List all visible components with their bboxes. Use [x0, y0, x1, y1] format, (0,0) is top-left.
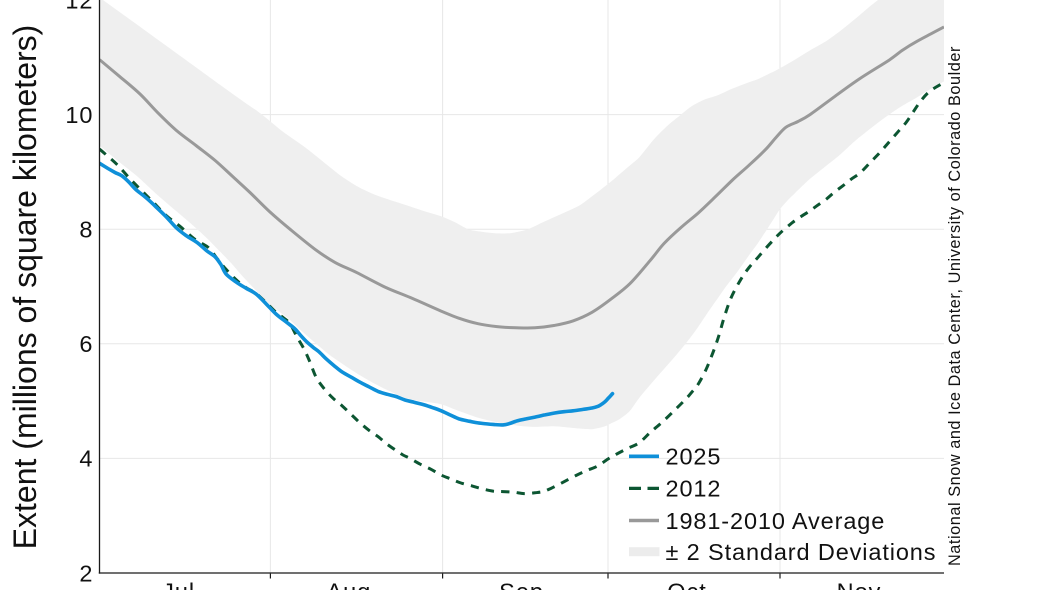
svg-text:6: 6 [79, 331, 93, 357]
svg-text:Aug: Aug [326, 579, 371, 591]
svg-text:2025: 2025 [666, 444, 722, 470]
svg-text:National Snow and Ice Data Cen: National Snow and Ice Data Center, Unive… [946, 46, 964, 566]
svg-text:2012: 2012 [666, 476, 722, 502]
svg-text:12: 12 [65, 0, 93, 13]
svg-text:Jul: Jul [162, 579, 195, 591]
svg-text:Nov: Nov [837, 579, 882, 591]
svg-text:Sep: Sep [499, 579, 544, 591]
svg-text:8: 8 [79, 217, 93, 243]
svg-text:10: 10 [65, 102, 93, 128]
svg-text:4: 4 [79, 446, 93, 472]
svg-text:Oct: Oct [667, 579, 707, 591]
svg-text:1981-2010 Average: 1981-2010 Average [666, 508, 886, 534]
svg-text:2: 2 [79, 560, 93, 586]
svg-text:± 2 Standard Deviations: ± 2 Standard Deviations [666, 539, 937, 565]
svg-text:Extent (millions of square kil: Extent (millions of square kilometers) [7, 25, 43, 550]
